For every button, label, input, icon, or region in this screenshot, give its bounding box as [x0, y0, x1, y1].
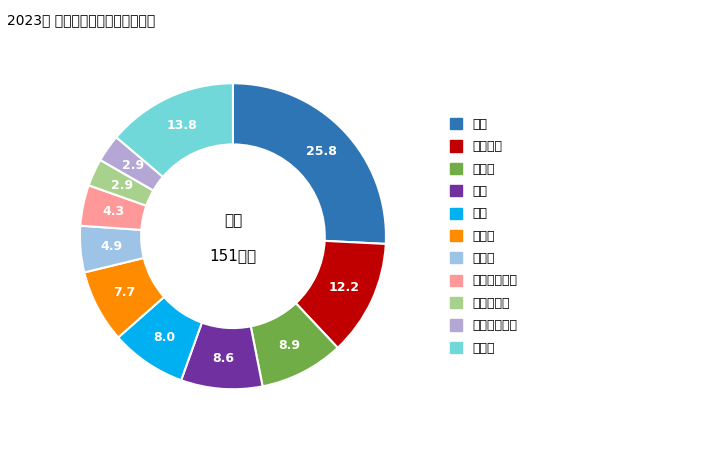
Wedge shape	[250, 303, 338, 387]
Wedge shape	[89, 160, 154, 206]
Text: 2.9: 2.9	[111, 179, 132, 192]
Legend: 米国, フランス, カナダ, 英国, 中国, ドイツ, スイス, オーストリア, ノルウェー, スウェーデン, その他: 米国, フランス, カナダ, 英国, 中国, ドイツ, スイス, オーストリア,…	[450, 118, 517, 355]
Wedge shape	[296, 241, 386, 348]
Text: 4.9: 4.9	[100, 240, 122, 253]
Wedge shape	[116, 83, 233, 177]
Text: 25.8: 25.8	[306, 145, 337, 158]
Text: 8.9: 8.9	[278, 339, 300, 351]
Text: 12.2: 12.2	[328, 281, 360, 294]
Text: 13.8: 13.8	[166, 119, 197, 132]
Wedge shape	[80, 226, 143, 272]
Wedge shape	[84, 258, 164, 338]
Wedge shape	[118, 297, 202, 380]
Wedge shape	[181, 323, 263, 389]
Text: 4.3: 4.3	[102, 205, 124, 218]
Text: 2023年 輸入相手国のシェア（％）: 2023年 輸入相手国のシェア（％）	[7, 14, 156, 27]
Wedge shape	[80, 185, 146, 230]
Text: 2.9: 2.9	[122, 159, 144, 172]
Text: 8.0: 8.0	[153, 331, 175, 344]
Text: 7.7: 7.7	[114, 286, 135, 299]
Text: 8.6: 8.6	[213, 352, 234, 365]
Wedge shape	[233, 83, 386, 244]
Text: 151億円: 151億円	[210, 249, 256, 264]
Text: 総額: 総額	[223, 213, 242, 229]
Wedge shape	[100, 137, 163, 190]
